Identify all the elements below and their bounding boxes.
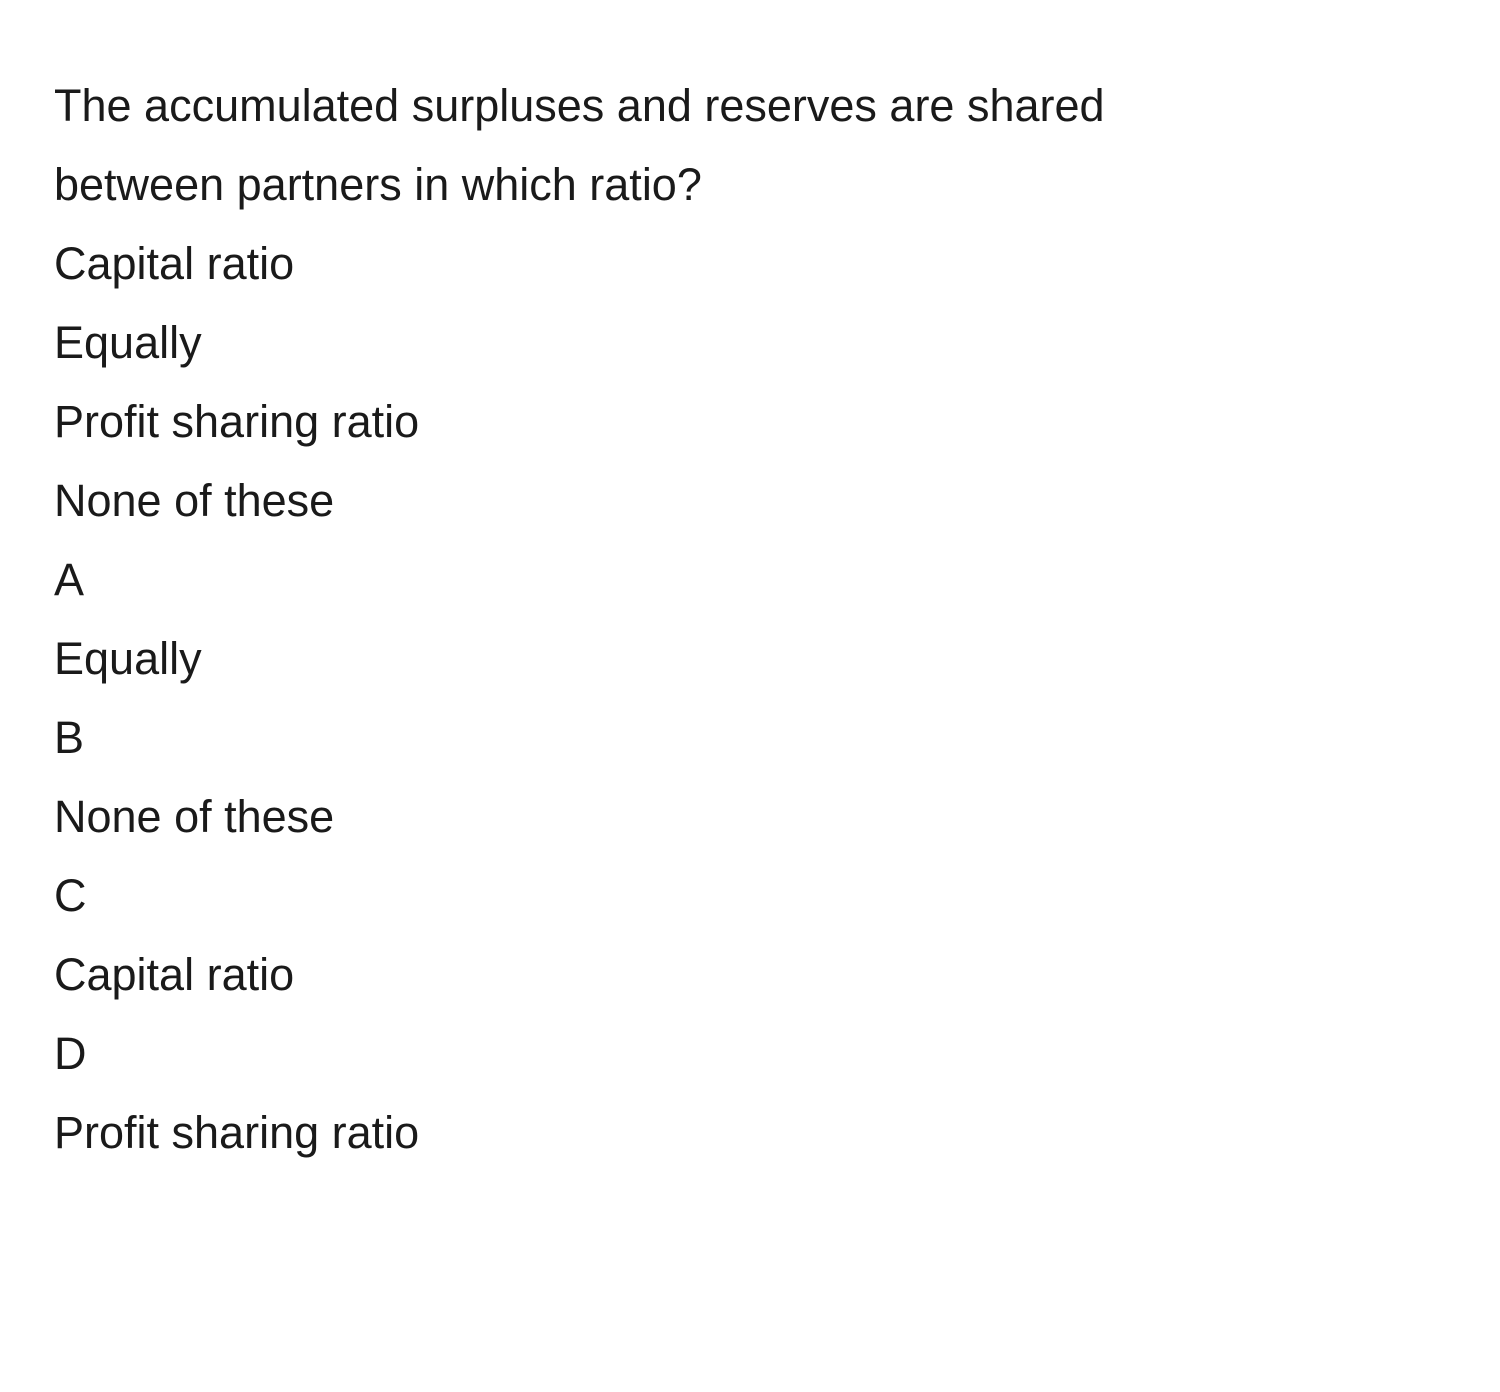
question-text-line-1: The accumulated surpluses and reserves a… [54, 66, 1446, 145]
answer-letter: B [54, 698, 1446, 777]
answer-letter: C [54, 856, 1446, 935]
answer-letter: A [54, 540, 1446, 619]
answer-letter: D [54, 1014, 1446, 1093]
question-container: The accumulated surpluses and reserves a… [0, 0, 1500, 1172]
option-item: Profit sharing ratio [54, 382, 1446, 461]
answer-text: Profit sharing ratio [54, 1093, 1446, 1172]
question-text-line-2: between partners in which ratio? [54, 145, 1446, 224]
option-item: None of these [54, 461, 1446, 540]
answer-text: Equally [54, 619, 1446, 698]
option-item: Equally [54, 303, 1446, 382]
answer-text: None of these [54, 777, 1446, 856]
option-item: Capital ratio [54, 224, 1446, 303]
answer-text: Capital ratio [54, 935, 1446, 1014]
